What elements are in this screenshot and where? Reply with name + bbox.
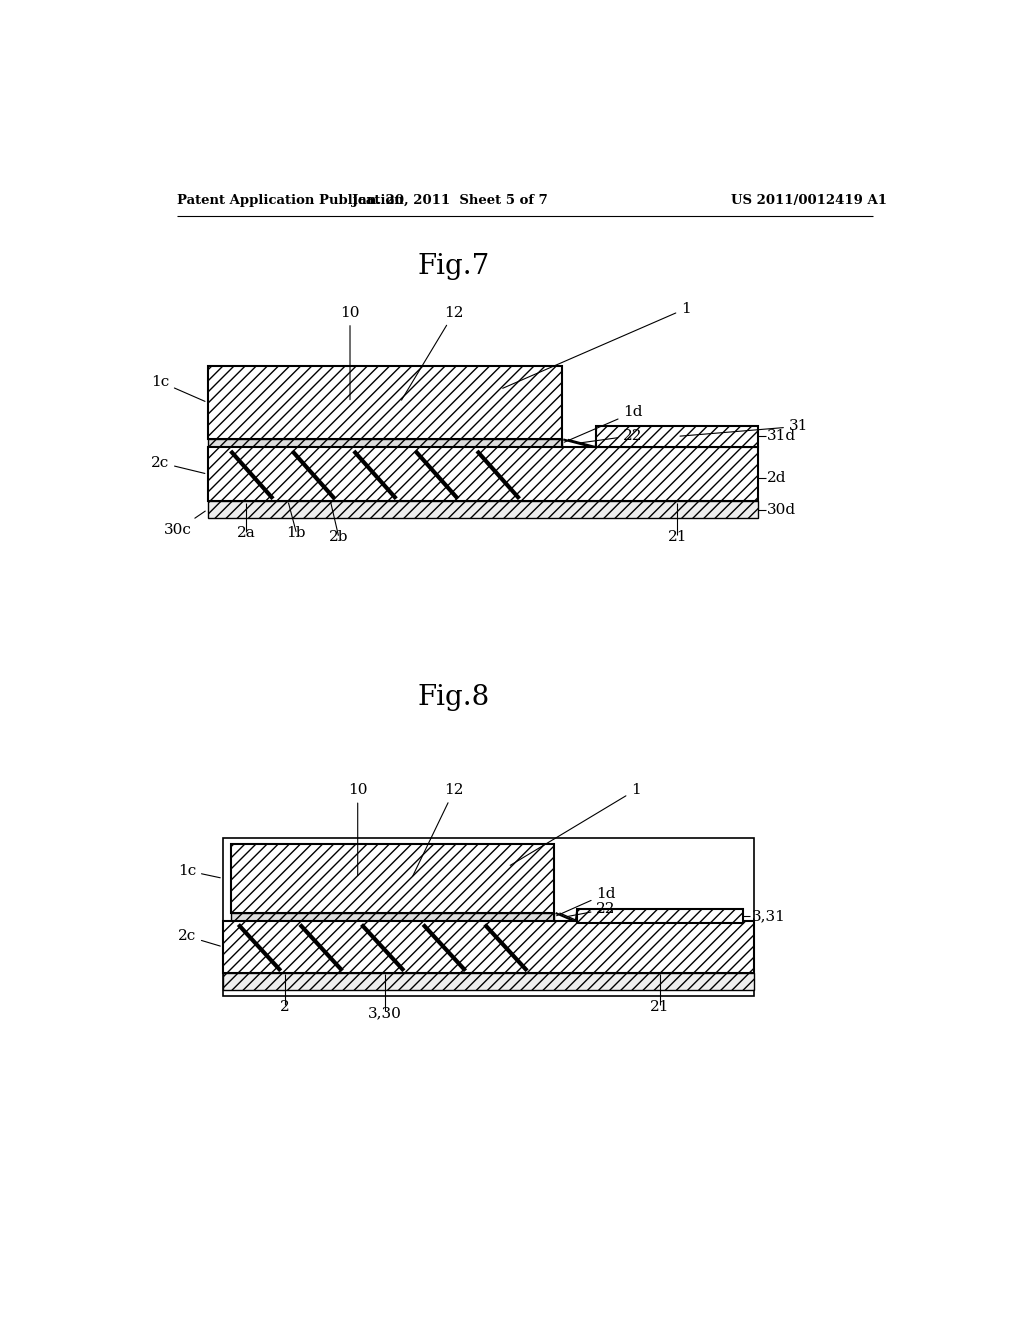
Text: 22: 22 — [580, 429, 643, 444]
Text: 12: 12 — [413, 784, 464, 876]
Text: 2c: 2c — [151, 455, 205, 474]
Bar — [230, 843, 554, 913]
Bar — [596, 425, 758, 447]
Text: 31: 31 — [680, 420, 808, 436]
Text: 10: 10 — [340, 306, 359, 400]
Text: 2: 2 — [280, 1001, 290, 1014]
Bar — [230, 913, 554, 921]
Bar — [208, 447, 758, 502]
Text: 12: 12 — [401, 306, 464, 400]
Text: 1c: 1c — [178, 863, 220, 878]
Bar — [223, 921, 755, 973]
Bar — [208, 502, 758, 517]
Text: Jan. 20, 2011  Sheet 5 of 7: Jan. 20, 2011 Sheet 5 of 7 — [352, 194, 548, 207]
Text: 1: 1 — [510, 783, 641, 866]
Text: US 2011/0012419 A1: US 2011/0012419 A1 — [731, 194, 887, 207]
Text: 22: 22 — [568, 902, 615, 916]
Text: 30c: 30c — [164, 511, 205, 536]
Bar — [223, 838, 755, 997]
Text: 2d: 2d — [767, 471, 786, 484]
Text: 3,31: 3,31 — [752, 909, 785, 923]
Text: 1d: 1d — [564, 405, 643, 442]
Text: 2b: 2b — [329, 531, 348, 544]
Text: 2c: 2c — [178, 929, 220, 946]
Text: 1d: 1d — [557, 887, 615, 916]
Bar — [578, 909, 742, 923]
Text: 21: 21 — [650, 1001, 670, 1014]
Text: 2a: 2a — [237, 527, 255, 540]
Text: 31d: 31d — [767, 429, 797, 444]
Bar — [223, 973, 755, 990]
Text: 1: 1 — [503, 301, 691, 388]
Text: 1c: 1c — [151, 375, 205, 401]
Bar — [208, 367, 562, 440]
Text: 30d: 30d — [767, 503, 797, 516]
Bar — [208, 440, 562, 447]
Text: Fig.7: Fig.7 — [418, 252, 490, 280]
Text: 21: 21 — [668, 531, 687, 544]
Text: Fig.8: Fig.8 — [418, 684, 490, 711]
Text: 3,30: 3,30 — [368, 1006, 401, 1020]
Text: 1b: 1b — [287, 527, 306, 540]
Text: Patent Application Publication: Patent Application Publication — [177, 194, 403, 207]
Text: 10: 10 — [348, 784, 368, 875]
